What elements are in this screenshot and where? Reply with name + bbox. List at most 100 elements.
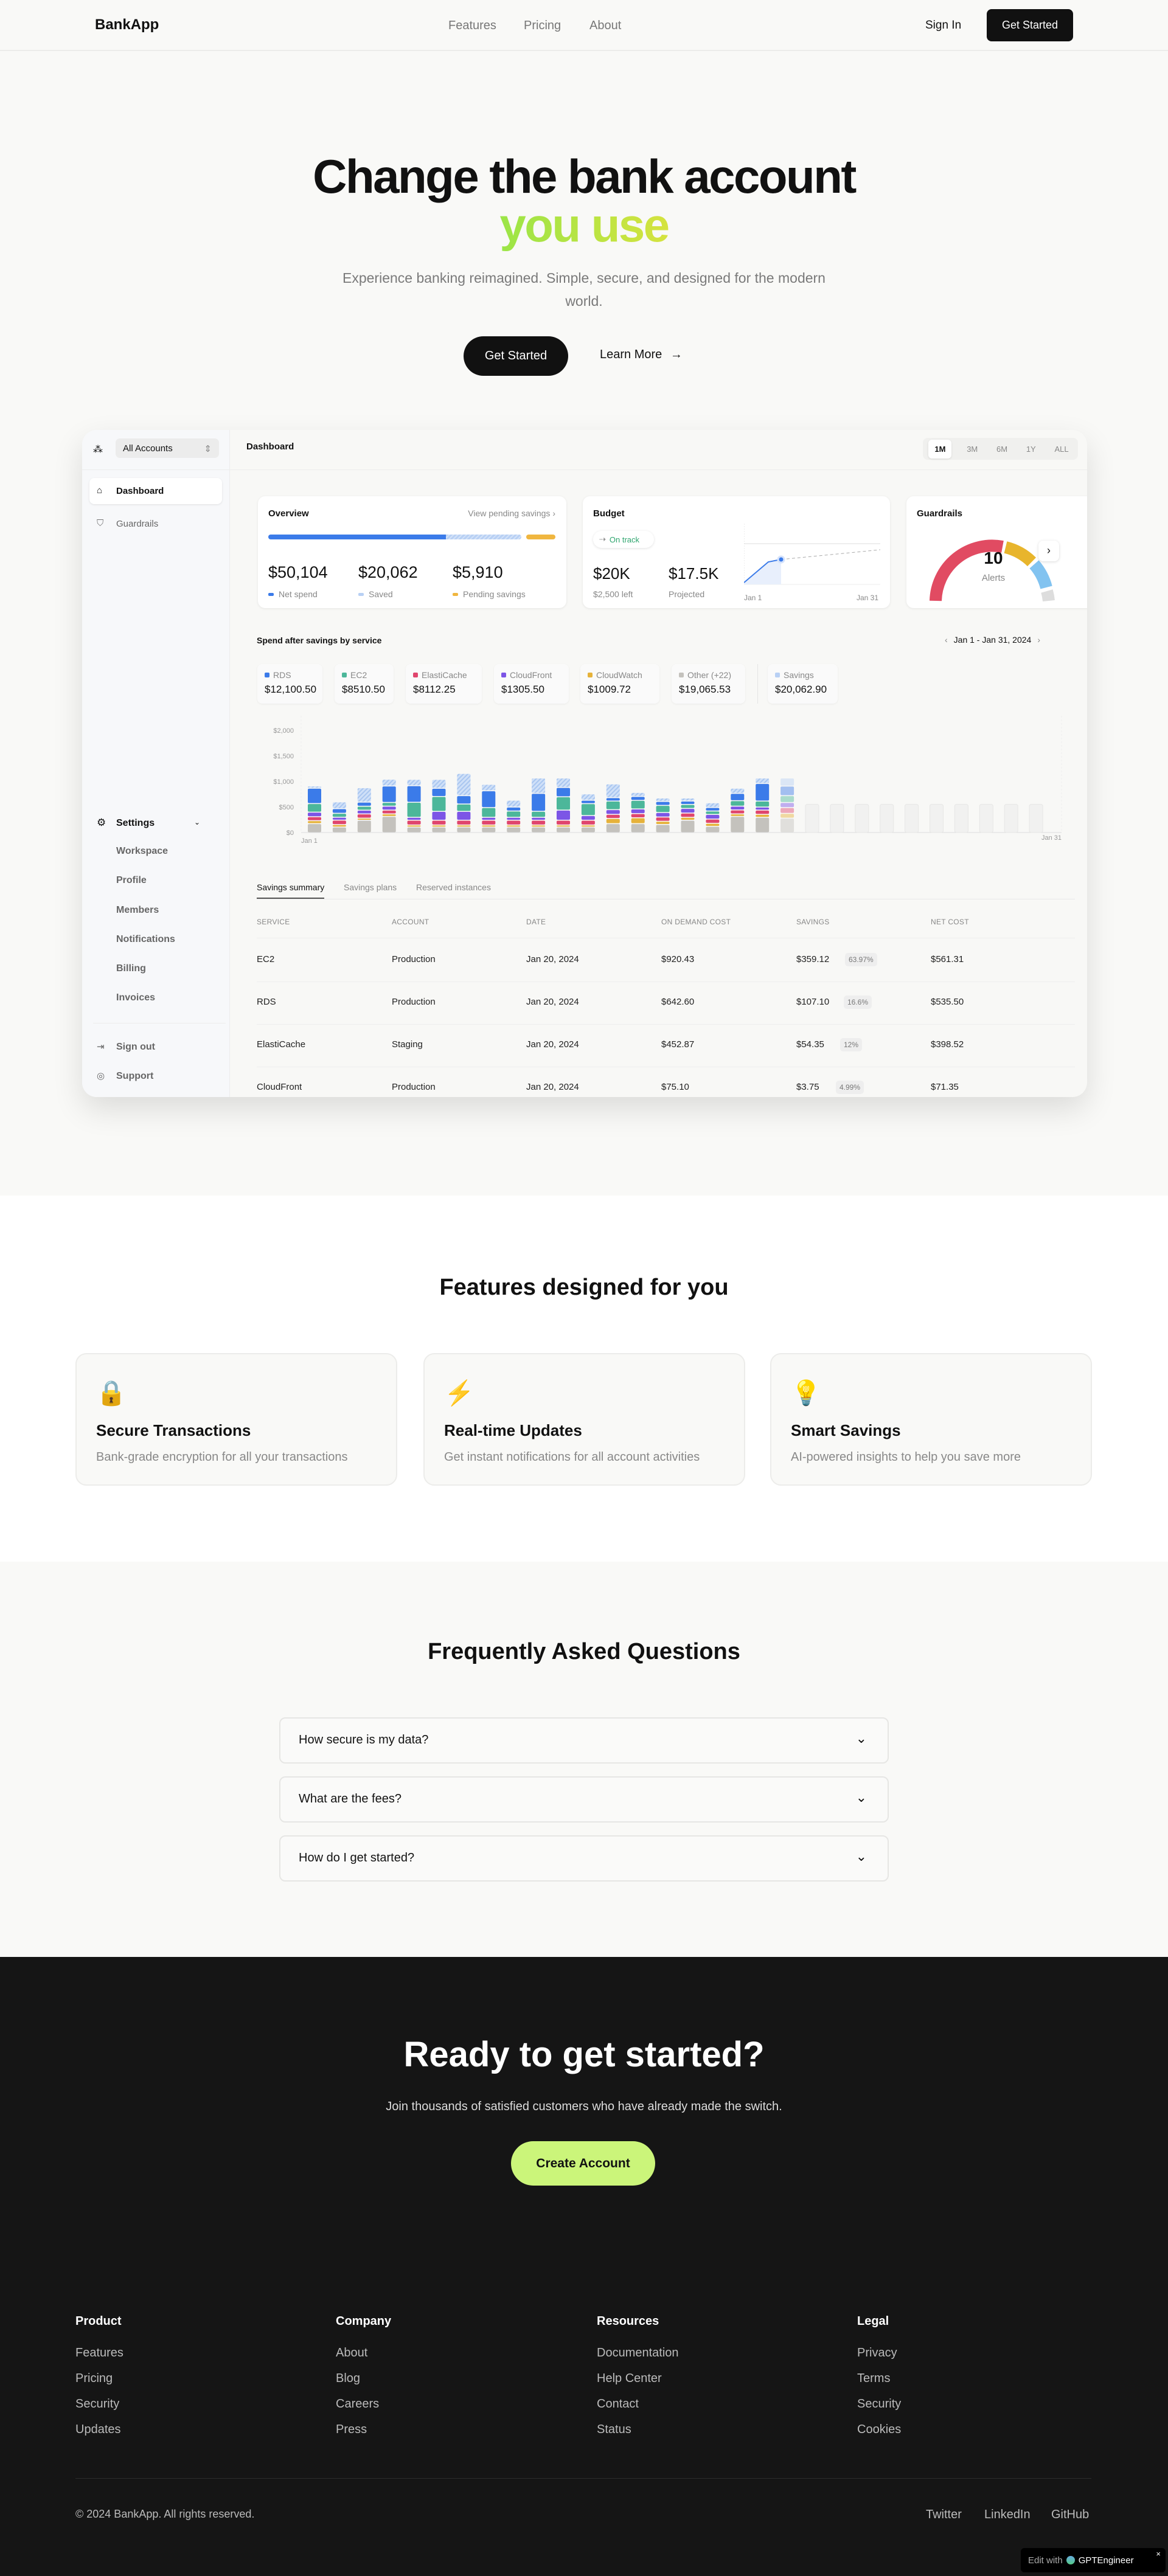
settings-group-toggle[interactable]: ⚙ Settings ⌄ xyxy=(97,817,218,830)
faq-item[interactable]: What are the fees? ⌄ xyxy=(279,1776,889,1823)
tab-savings-plans[interactable]: Savings plans xyxy=(344,882,397,892)
sidebar-item-workspace[interactable]: Workspace xyxy=(116,846,169,856)
legend-name: ElastiCache xyxy=(413,670,474,680)
bar-segment-cloudfront xyxy=(681,809,695,813)
footer-link[interactable]: Contact xyxy=(597,2397,639,2411)
range-6m[interactable]: 6M xyxy=(996,444,1008,454)
table-cell: CloudFront xyxy=(257,1082,302,1092)
nav-link-about[interactable]: About xyxy=(589,19,622,32)
footer-link[interactable]: Status xyxy=(597,2423,631,2436)
footer-link[interactable]: Security xyxy=(857,2397,902,2411)
sidebar-item-invoices[interactable]: Invoices xyxy=(116,992,156,1003)
legend-name: CloudFront xyxy=(501,670,561,680)
legend-card-other[interactable]: Other (+22) $19,065.53 xyxy=(672,664,745,704)
bar-segment-elasticache xyxy=(507,820,521,825)
legend-value: $8112.25 xyxy=(413,684,456,695)
twitter-link[interactable]: Twitter xyxy=(926,2508,962,2521)
guardrails-card: Guardrails 10 Alerts › xyxy=(906,496,1087,608)
bar-segment-ec2 xyxy=(457,804,471,811)
table-row[interactable]: RDS Production Jan 20, 2024 $642.60 $107.10 $… xyxy=(82,995,1087,1011)
bar-segment-cloudwatch xyxy=(457,825,471,827)
footer-link[interactable]: About xyxy=(336,2346,368,2360)
create-account-button[interactable]: Create Account xyxy=(511,2141,655,2186)
table-row[interactable]: ElastiCache Staging Jan 20, 2024 $452.87 $54… xyxy=(82,1038,1087,1054)
legend-card-cloudwatch[interactable]: CloudWatch $1009.72 xyxy=(580,664,659,704)
legend-card-elasticache[interactable]: ElastiCache $8112.25 xyxy=(406,664,482,704)
learn-more-link[interactable]: Learn More → xyxy=(600,348,683,362)
bar-segment-elasticache xyxy=(432,820,446,825)
bar-segment-rds xyxy=(332,809,346,813)
legend-swatch-icon xyxy=(588,673,593,677)
hero-get-started-button[interactable]: Get Started xyxy=(464,336,568,376)
sidebar-item-notifications[interactable]: Notifications xyxy=(116,934,175,944)
chevron-left-icon[interactable]: ‹ xyxy=(945,635,948,645)
table-cell: $359.12 xyxy=(796,954,830,964)
tab-reserved-instances[interactable]: Reserved instances xyxy=(416,882,491,892)
nav-get-started-button[interactable]: Get Started xyxy=(987,9,1073,41)
footer-link[interactable]: Security xyxy=(75,2397,120,2411)
gptengineer-badge[interactable]: Edit with GPTEngineer × xyxy=(1021,2548,1166,2572)
stat-value: $50,104 xyxy=(268,563,328,581)
sidebar-item-billing[interactable]: Billing xyxy=(116,963,146,974)
legend-card-rds[interactable]: RDS $12,100.50 xyxy=(257,664,322,704)
footer-link[interactable]: Features xyxy=(75,2346,123,2360)
overview-title: Overview xyxy=(268,508,309,519)
faq-item[interactable]: How do I get started? ⌄ xyxy=(279,1835,889,1882)
bar-segment-cloudfront xyxy=(731,806,745,810)
projected-value: $17.5K xyxy=(669,564,719,583)
footer-link[interactable]: Press xyxy=(336,2423,367,2436)
bar-segment-rds xyxy=(357,802,371,806)
footer-link[interactable]: Privacy xyxy=(857,2346,897,2360)
footer-link[interactable]: Documentation xyxy=(597,2346,679,2360)
bar-segment-cloudfront xyxy=(557,810,570,820)
sidebar-item-dashboard[interactable]: ⌂ Dashboard xyxy=(89,478,222,504)
sign-in-link[interactable]: Sign In xyxy=(925,19,962,32)
range-3m[interactable]: 3M xyxy=(967,444,978,454)
features-title: Features designed for you xyxy=(439,1275,729,1300)
view-pending-savings-link[interactable]: View pending savings › xyxy=(468,508,555,518)
footer-link[interactable]: Updates xyxy=(75,2423,121,2436)
legend-card-ec2[interactable]: EC2 $8510.50 xyxy=(335,664,394,704)
legend-swatch-icon xyxy=(679,673,684,677)
logo[interactable]: BankApp xyxy=(95,16,159,33)
linkedin-link[interactable]: LinkedIn xyxy=(984,2508,1031,2521)
bar-segment-elasticache xyxy=(731,810,745,814)
sidebar-item-guardrails[interactable]: ⛉ Guardrails xyxy=(89,513,222,535)
bar-segment-cloudwatch xyxy=(407,825,421,827)
github-link[interactable]: GitHub xyxy=(1051,2508,1090,2521)
footer-link[interactable]: Help Center xyxy=(597,2372,662,2385)
chevron-right-icon[interactable]: › xyxy=(1037,635,1040,645)
footer-heading: Product xyxy=(75,2315,122,2328)
table-row[interactable]: CloudFront Production Jan 20, 2024 $75.10 $3… xyxy=(82,1081,1087,1096)
table-row[interactable]: EC2 Production Jan 20, 2024 $920.43 $359.12 $… xyxy=(82,953,1087,969)
footer-link[interactable]: Pricing xyxy=(75,2372,113,2385)
bar-segment-cloudfront xyxy=(407,817,421,820)
support-button[interactable]: ◎ Support xyxy=(97,1070,218,1084)
bar-segment-elasticache xyxy=(357,814,371,818)
legend-card-cloudfront[interactable]: CloudFront $1305.50 xyxy=(494,664,569,704)
chevron-down-icon: ⌄ xyxy=(855,1731,867,1746)
nav-link-pricing[interactable]: Pricing xyxy=(524,19,561,32)
range-1y[interactable]: 1Y xyxy=(1026,444,1036,454)
next-chevron-button[interactable]: › xyxy=(1038,541,1059,561)
stat-value: $20,062 xyxy=(358,563,418,581)
faq-item[interactable]: How secure is my data? ⌄ xyxy=(279,1717,889,1764)
footer-link[interactable]: Careers xyxy=(336,2397,380,2411)
sidebar-item-profile[interactable]: Profile xyxy=(116,875,147,885)
close-icon[interactable]: × xyxy=(1156,2549,1161,2558)
bar-segment-ec2 xyxy=(631,800,645,809)
footer-link[interactable]: Blog xyxy=(336,2372,361,2385)
nav-link-features[interactable]: Features xyxy=(448,19,496,32)
account-select[interactable]: All Accounts ⇕ xyxy=(116,438,219,458)
footer-link[interactable]: Cookies xyxy=(857,2423,902,2436)
sidebar-item-members[interactable]: Members xyxy=(116,905,159,915)
support-label: Support xyxy=(116,1071,154,1081)
footer-link[interactable]: Terms xyxy=(857,2372,891,2385)
tab-savings-summary[interactable]: Savings summary xyxy=(257,882,325,899)
date-range-picker[interactable]: ‹ Jan 1 - Jan 31, 2024 › xyxy=(945,635,1040,645)
legend-card-savings[interactable]: Savings $20,062.90 xyxy=(768,664,838,704)
bar-segment-savings xyxy=(482,784,496,791)
sign-out-button[interactable]: ⇥ Sign out xyxy=(97,1041,218,1054)
range-1m[interactable]: 1M xyxy=(928,439,952,459)
range-all[interactable]: ALL xyxy=(1054,444,1069,454)
